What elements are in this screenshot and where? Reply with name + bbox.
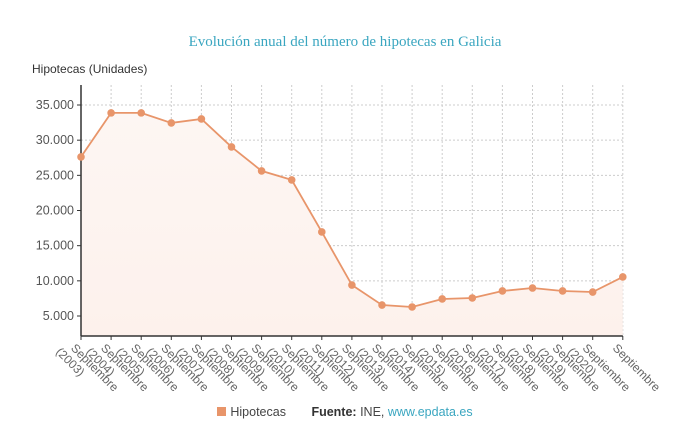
data-point[interactable] bbox=[468, 294, 477, 302]
y-tick-label: 25.000 bbox=[36, 168, 74, 182]
y-tick-label: 35.000 bbox=[36, 98, 74, 112]
data-point[interactable] bbox=[498, 287, 507, 295]
y-axis-label: Hipotecas (Unidades) bbox=[32, 62, 148, 76]
data-point[interactable] bbox=[378, 301, 386, 309]
data-point[interactable] bbox=[438, 295, 447, 303]
y-tick-label: 20.000 bbox=[36, 204, 74, 218]
y-tick-label: 10.000 bbox=[36, 274, 74, 288]
data-point[interactable] bbox=[528, 284, 537, 292]
data-point[interactable] bbox=[197, 115, 206, 123]
data-point[interactable] bbox=[167, 119, 176, 127]
data-point[interactable] bbox=[348, 281, 356, 289]
data-point[interactable] bbox=[107, 109, 115, 117]
area-fill bbox=[81, 112, 623, 336]
line-chart: 5.000 10.000 15.000 20.000 25.000 30.000 35.00… bbox=[36, 85, 663, 395]
legend: Hipotecas Fuente: INE, www.epdata.es bbox=[0, 405, 690, 419]
data-point[interactable] bbox=[619, 273, 627, 281]
source-text: INE, bbox=[360, 405, 385, 419]
legend-item-hipotecas[interactable]: Hipotecas bbox=[217, 405, 286, 419]
data-point[interactable] bbox=[77, 153, 85, 161]
data-point[interactable] bbox=[137, 109, 145, 117]
data-point[interactable] bbox=[227, 143, 236, 151]
y-tick-label: 15.000 bbox=[36, 239, 74, 253]
legend-swatch-icon bbox=[217, 407, 227, 416]
source-link[interactable]: www.epdata.es bbox=[387, 405, 473, 419]
y-tick-label: 30.000 bbox=[36, 133, 74, 147]
y-tick-label: 5.000 bbox=[43, 309, 74, 323]
data-point[interactable] bbox=[408, 303, 416, 311]
chart-title: Evolución anual del número de hipotecas … bbox=[188, 34, 502, 50]
data-point[interactable] bbox=[287, 176, 296, 184]
data-point[interactable] bbox=[318, 228, 326, 236]
source-label: Fuente: bbox=[311, 405, 357, 419]
data-point[interactable] bbox=[588, 288, 597, 296]
data-point[interactable] bbox=[257, 167, 266, 175]
data-point[interactable] bbox=[558, 287, 567, 295]
